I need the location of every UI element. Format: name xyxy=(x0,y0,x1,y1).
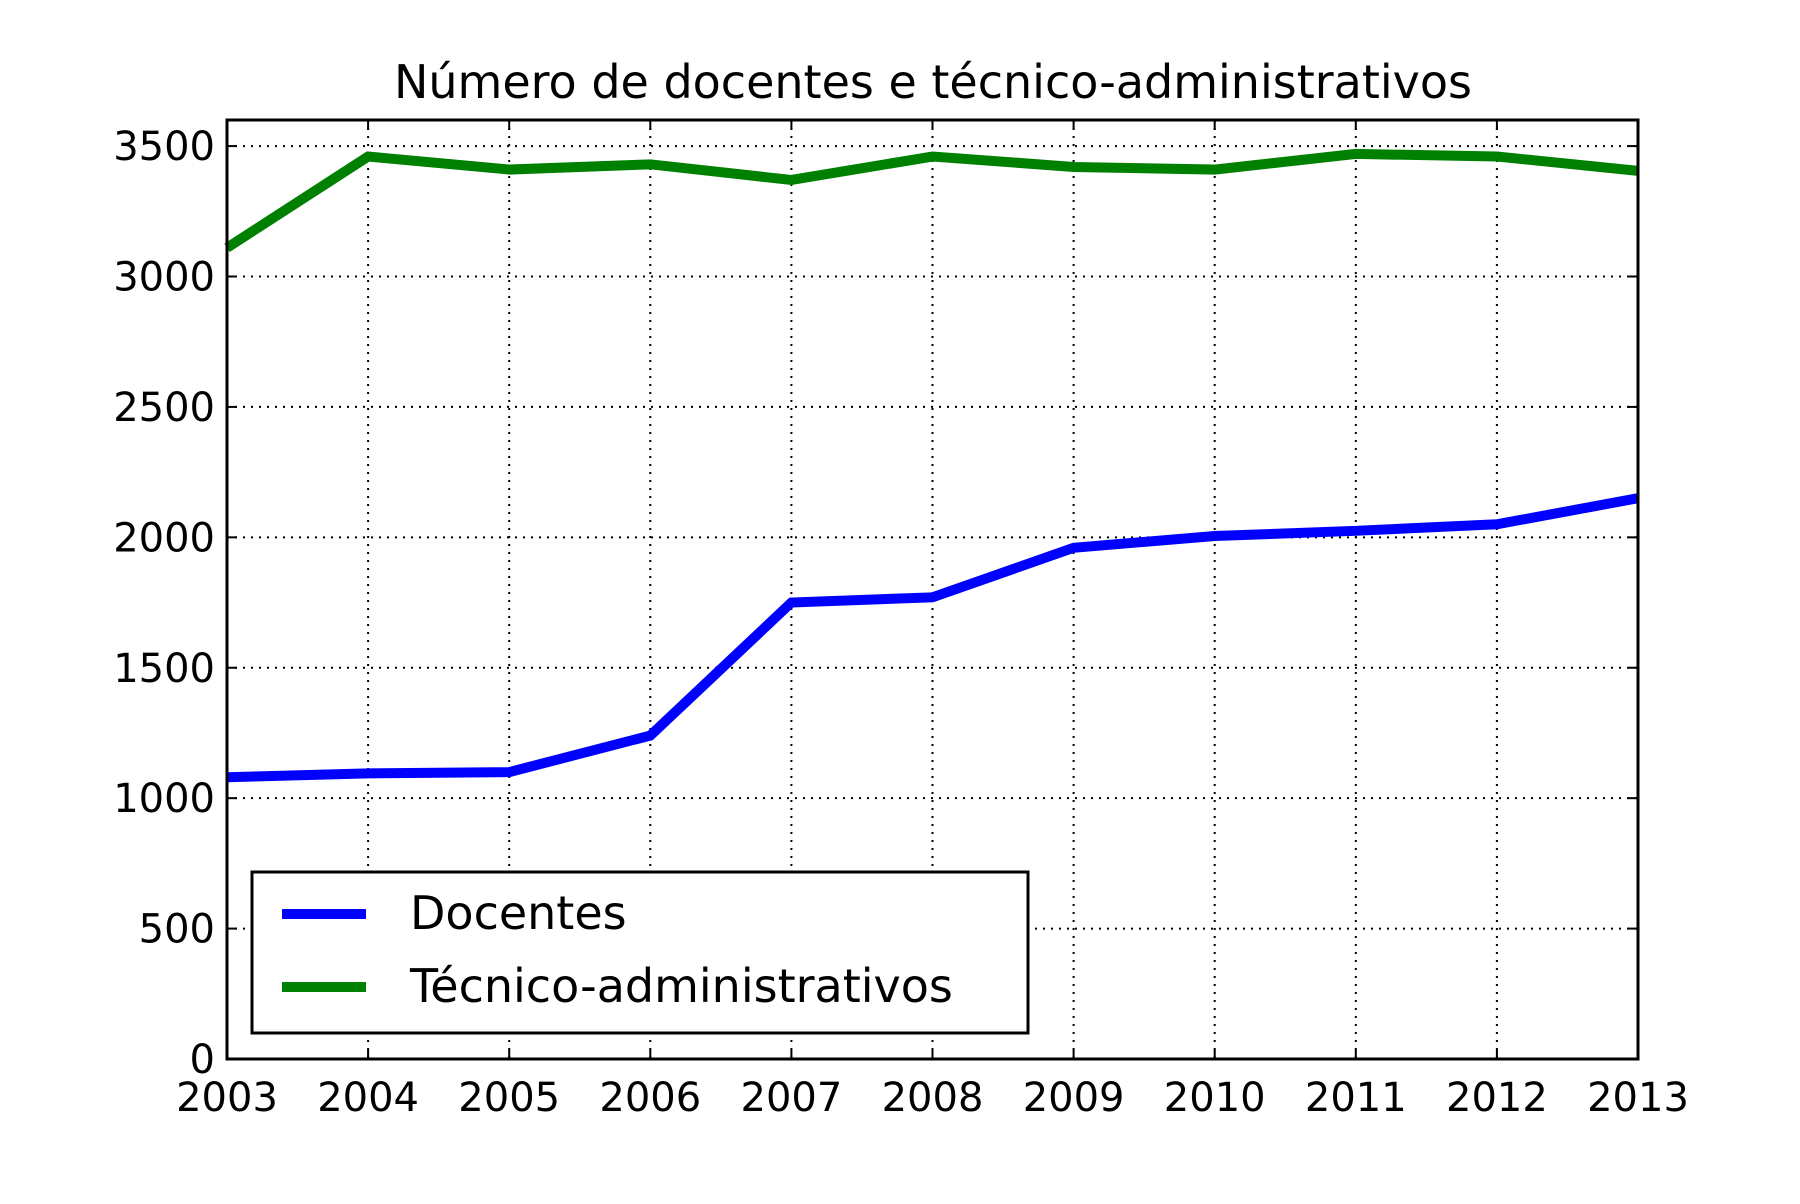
x-tick-label: 2006 xyxy=(599,1075,701,1121)
y-tick-label: 3000 xyxy=(113,255,215,301)
x-tick-label: 2008 xyxy=(882,1075,984,1121)
x-tick-label: 2011 xyxy=(1305,1075,1407,1121)
x-tick-label: 2005 xyxy=(458,1075,560,1121)
y-tick-label: 2500 xyxy=(113,385,215,431)
legend: Docentes Técnico-administrativos xyxy=(250,870,1030,1035)
x-tick-label: 2007 xyxy=(741,1075,843,1121)
x-tick-label: 2013 xyxy=(1587,1075,1689,1121)
series-layer xyxy=(224,148,1639,783)
y-tick-label: 2000 xyxy=(113,515,215,561)
x-tick-label: 2004 xyxy=(317,1075,419,1121)
x-tick-label: 2010 xyxy=(1164,1075,1266,1121)
series-line-1 xyxy=(224,148,1639,253)
tick-layer: 2003 2004 2005 2006 2007 2008 2009 2010 2011 2012… xyxy=(113,120,1689,1121)
x-tick-label: 2009 xyxy=(1023,1075,1125,1121)
x-tick-label: 2012 xyxy=(1446,1075,1548,1121)
y-tick-label: 500 xyxy=(139,907,215,953)
y-tick-label: 3500 xyxy=(113,124,215,170)
x-tick-label: 2003 xyxy=(176,1075,278,1121)
chart-title: Número de docentes e técnico-administrat… xyxy=(394,55,1472,109)
legend-label: Docentes xyxy=(410,886,627,940)
legend-label: Técnico-administrativos xyxy=(409,959,953,1013)
series-line-0 xyxy=(226,493,1639,783)
y-tick-label: 1000 xyxy=(113,776,215,822)
y-tick-label: 0 xyxy=(190,1037,215,1083)
y-tick-label: 1500 xyxy=(113,646,215,692)
legend-box xyxy=(250,870,1030,1035)
